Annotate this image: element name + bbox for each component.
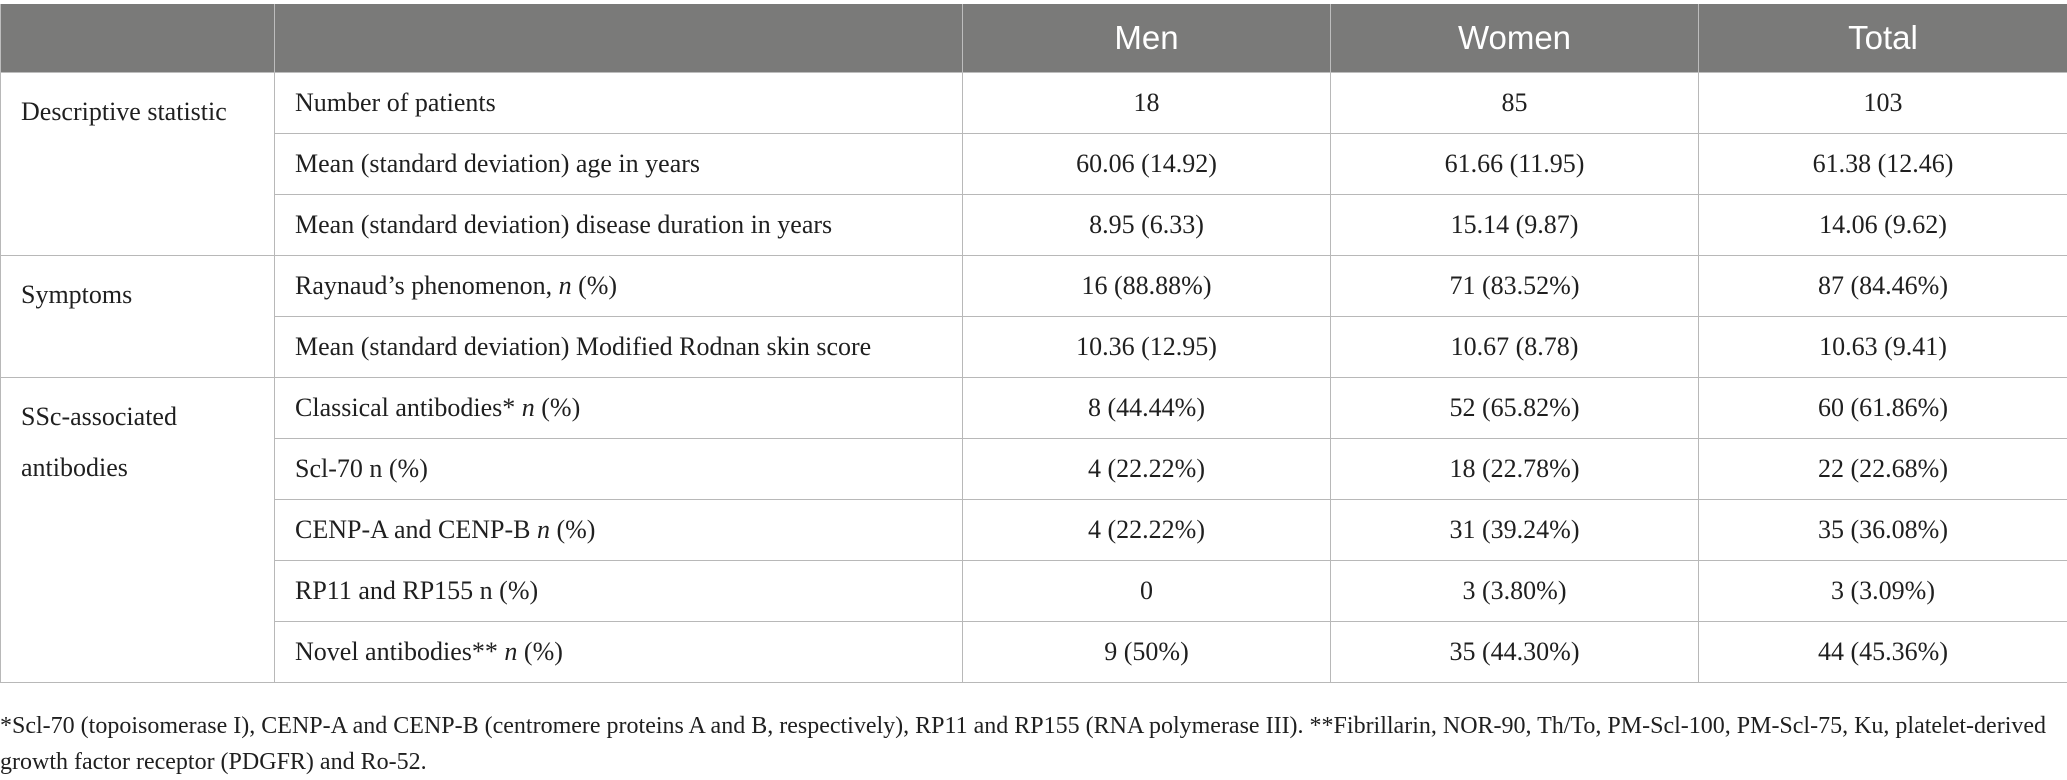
label-part-em: n [522,393,535,422]
table-row: Mean (standard deviation) age in years 60… [1,134,2067,195]
label-part-em: n [559,271,572,300]
row-variable-label: CENP-A and CENP-B n (%) [275,500,963,561]
cell-men: 8.95 (6.33) [963,195,1331,256]
cell-total: 60 (61.86%) [1699,378,2067,439]
label-part-pre: Classical antibodies* [295,393,522,422]
cell-total: 61.38 (12.46) [1699,134,2067,195]
label-part-em: n [537,515,550,544]
cell-men: 9 (50%) [963,622,1331,683]
row-variable-label: Mean (standard deviation) age in years [275,134,963,195]
cell-women: 3 (3.80%) [1331,561,1699,622]
cell-total: 22 (22.68%) [1699,439,2067,500]
label-part-pre: Raynaud’s phenomenon, [295,271,559,300]
header-variable [275,4,963,73]
label-part-pre: Mean (standard deviation) Modified Rodna… [295,332,871,361]
row-variable-label: Number of patients [275,73,963,134]
label-part-post: (%) [550,515,595,544]
row-variable-label: Scl-70 n (%) [275,439,963,500]
cell-men: 60.06 (14.92) [963,134,1331,195]
row-variable-label: Mean (standard deviation) Modified Rodna… [275,317,963,378]
header-category [1,4,275,73]
cell-total: 44 (45.36%) [1699,622,2067,683]
cell-men: 18 [963,73,1331,134]
cell-men: 16 (88.88%) [963,256,1331,317]
cell-women: 61.66 (11.95) [1331,134,1699,195]
label-part-post: (%) [572,271,617,300]
table-row: Novel antibodies** n (%)9 (50%)35 (44.30… [1,622,2067,683]
header-row: Men Women Total [1,4,2067,73]
row-variable-label: Mean (standard deviation) disease durati… [275,195,963,256]
header-men: Men [963,4,1331,73]
cell-total: 35 (36.08%) [1699,500,2067,561]
cell-women: 71 (83.52%) [1331,256,1699,317]
cell-total: 3 (3.09%) [1699,561,2067,622]
label-part-post: (%) [517,637,562,666]
label-part-pre: Mean (standard deviation) disease durati… [295,210,832,239]
cell-men: 10.36 (12.95) [963,317,1331,378]
cell-women: 31 (39.24%) [1331,500,1699,561]
label-part-pre: Number of patients [295,88,496,117]
header-women: Women [1331,4,1699,73]
cell-women: 85 [1331,73,1699,134]
row-variable-label: Raynaud’s phenomenon, n (%) [275,256,963,317]
cell-total: 103 [1699,73,2067,134]
row-variable-label: RP11 and RP155 n (%) [275,561,963,622]
row-category-label: Symptoms [1,256,275,378]
row-category-label: SSc-associated antibodies [1,378,275,683]
data-table-container: Men Women Total Descriptive statistic Num… [0,4,2067,683]
table-footnote: *Scl-70 (topoisomerase I), CENP-A and CE… [0,708,2050,780]
cell-women: 52 (65.82%) [1331,378,1699,439]
cell-men: 8 (44.44%) [963,378,1331,439]
cell-men: 0 [963,561,1331,622]
cell-total: 10.63 (9.41) [1699,317,2067,378]
cell-total: 87 (84.46%) [1699,256,2067,317]
patient-characteristics-table: Men Women Total Descriptive statistic Num… [0,4,2067,683]
label-part-pre: Mean (standard deviation) age in years [295,149,700,178]
label-part-pre: RP11 and RP155 n (%) [295,576,538,605]
label-part-pre: Novel antibodies** [295,637,504,666]
label-part-pre: Scl-70 n (%) [295,454,428,483]
header-total: Total [1699,4,2067,73]
table-row: Mean (standard deviation) Modified Rodna… [1,317,2067,378]
cell-women: 10.67 (8.78) [1331,317,1699,378]
label-part-post: (%) [535,393,580,422]
table-row: Scl-70 n (%) 4 (22.22%)18 (22.78%)22 (22.… [1,439,2067,500]
label-part-pre: CENP-A and CENP-B [295,515,537,544]
cell-total: 14.06 (9.62) [1699,195,2067,256]
cell-women: 15.14 (9.87) [1331,195,1699,256]
row-variable-label: Classical antibodies* n (%) [275,378,963,439]
cell-women: 35 (44.30%) [1331,622,1699,683]
table-row: Mean (standard deviation) disease durati… [1,195,2067,256]
cell-men: 4 (22.22%) [963,500,1331,561]
table-row: CENP-A and CENP-B n (%)4 (22.22%)31 (39.… [1,500,2067,561]
table-header: Men Women Total [1,4,2067,73]
cell-men: 4 (22.22%) [963,439,1331,500]
cell-women: 18 (22.78%) [1331,439,1699,500]
row-category-label: Descriptive statistic [1,73,275,256]
table-body: Descriptive statistic Number of patients 1… [1,73,2067,683]
row-variable-label: Novel antibodies** n (%) [275,622,963,683]
label-part-em: n [504,637,517,666]
